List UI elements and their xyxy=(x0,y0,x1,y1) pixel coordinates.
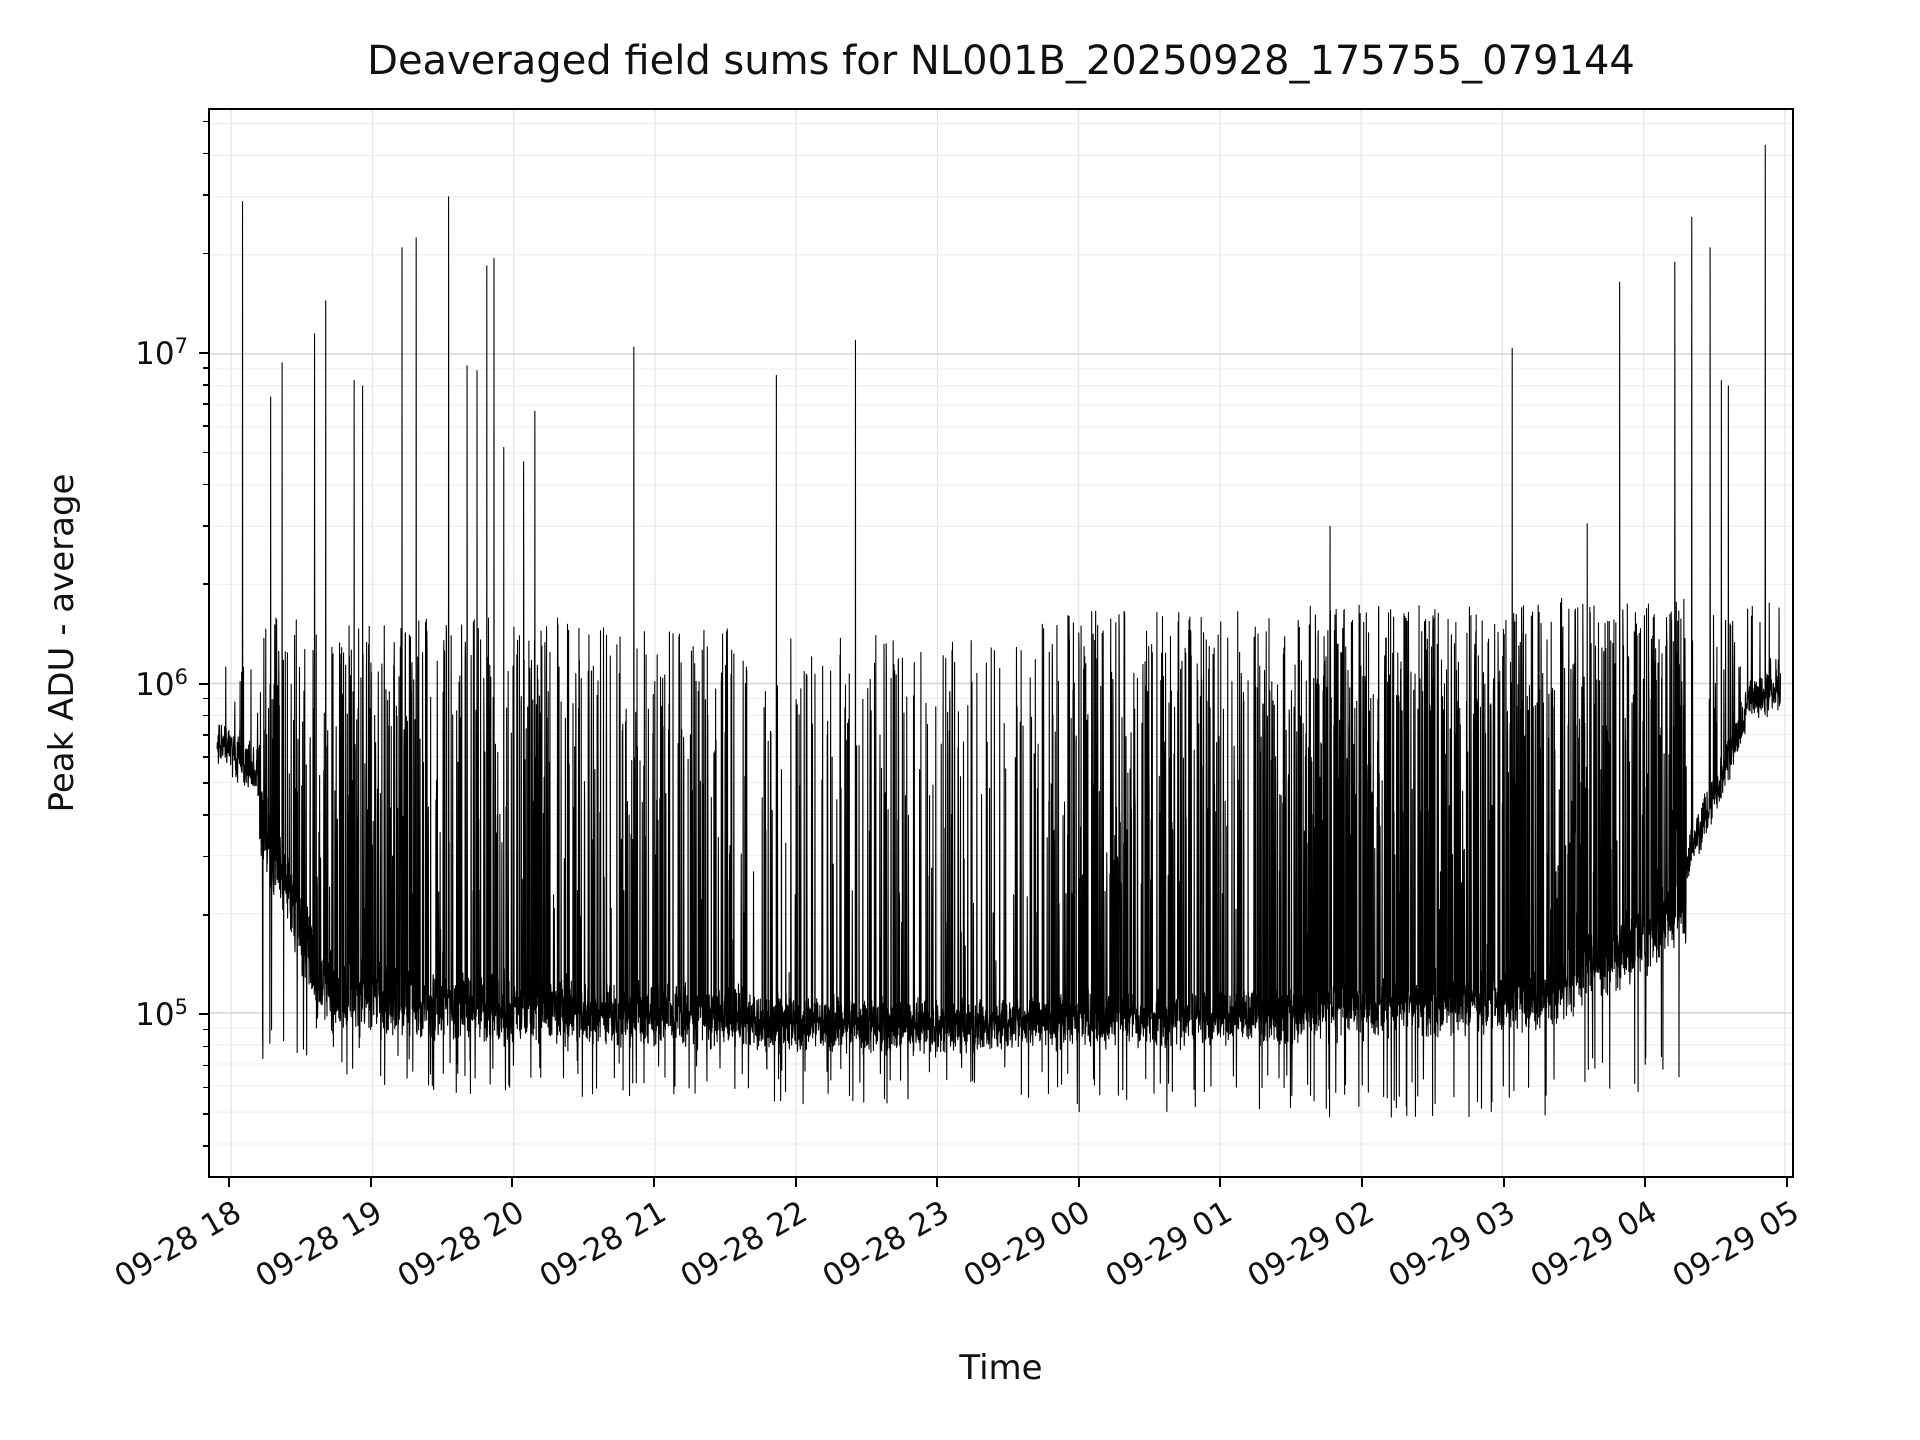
x-tick xyxy=(653,1178,656,1187)
x-tick xyxy=(936,1178,939,1187)
x-tick xyxy=(228,1178,231,1187)
x-tick-label: 09-29 00 xyxy=(958,1194,1097,1295)
y-tick-label: 106 xyxy=(135,664,188,703)
y-minor-tick xyxy=(203,252,208,255)
y-minor-tick xyxy=(203,814,208,816)
y-minor-tick xyxy=(203,1064,208,1067)
x-tick-label: 09-29 01 xyxy=(1099,1194,1239,1295)
y-minor-tick xyxy=(203,914,208,916)
x-tick-label: 09-29 04 xyxy=(1524,1194,1664,1295)
y-tick-label: 107 xyxy=(135,333,188,373)
y-minor-tick xyxy=(203,367,208,369)
x-tick-label: 09-29 03 xyxy=(1382,1194,1522,1295)
x-tick-label: 09-28 22 xyxy=(674,1194,814,1295)
y-minor-tick xyxy=(203,384,208,386)
x-tick-label: 09-28 23 xyxy=(816,1194,956,1295)
x-tick xyxy=(1219,1178,1222,1187)
y-minor-tick xyxy=(203,451,208,454)
y-minor-tick xyxy=(203,1086,208,1089)
data-series xyxy=(216,144,1782,1118)
x-tick-label: 09-28 19 xyxy=(250,1194,389,1295)
y-minor-tick xyxy=(203,855,208,858)
y-minor-tick xyxy=(203,697,208,700)
y-minor-tick xyxy=(203,782,208,784)
y-minor-tick xyxy=(203,734,208,736)
y-minor-tick xyxy=(203,152,208,155)
y-minor-tick xyxy=(203,1045,208,1048)
y-minor-tick xyxy=(203,1145,208,1147)
y-minor-tick xyxy=(203,714,208,717)
y-tick xyxy=(199,1013,208,1016)
y-tick xyxy=(199,351,208,354)
chart-title: Deaveraged field sums for NL001B_2025092… xyxy=(367,38,1635,84)
x-tick xyxy=(794,1178,797,1187)
timeseries-plot xyxy=(210,110,1792,1176)
y-minor-tick xyxy=(203,525,208,527)
x-tick xyxy=(1785,1178,1788,1187)
y-minor-tick xyxy=(203,120,208,123)
plot-area xyxy=(208,108,1794,1178)
x-axis-label: Time xyxy=(959,1348,1043,1388)
y-axis-label: Peak ADU - average xyxy=(42,473,82,813)
x-tick xyxy=(1077,1178,1080,1187)
y-minor-tick xyxy=(203,403,208,405)
x-tick-label: 09-29 02 xyxy=(1241,1194,1381,1295)
x-tick xyxy=(1644,1178,1647,1187)
y-minor-tick xyxy=(203,425,208,427)
x-tick xyxy=(1361,1178,1364,1187)
y-minor-tick xyxy=(203,194,208,196)
x-tick-label: 09-28 21 xyxy=(533,1194,673,1295)
x-tick-label: 09-28 20 xyxy=(391,1194,531,1295)
y-minor-tick xyxy=(203,756,208,758)
y-tick xyxy=(199,682,208,685)
y-minor-tick xyxy=(203,483,208,486)
y-tick-label: 105 xyxy=(135,995,188,1034)
x-tick xyxy=(1502,1178,1505,1187)
x-tick-label: 09-28 18 xyxy=(108,1194,248,1295)
x-tick-label: 09-29 05 xyxy=(1666,1194,1805,1295)
x-tick xyxy=(511,1178,514,1187)
y-minor-tick xyxy=(203,583,208,585)
y-minor-tick xyxy=(203,1113,208,1115)
x-tick xyxy=(369,1178,372,1187)
y-minor-tick xyxy=(203,1028,208,1031)
